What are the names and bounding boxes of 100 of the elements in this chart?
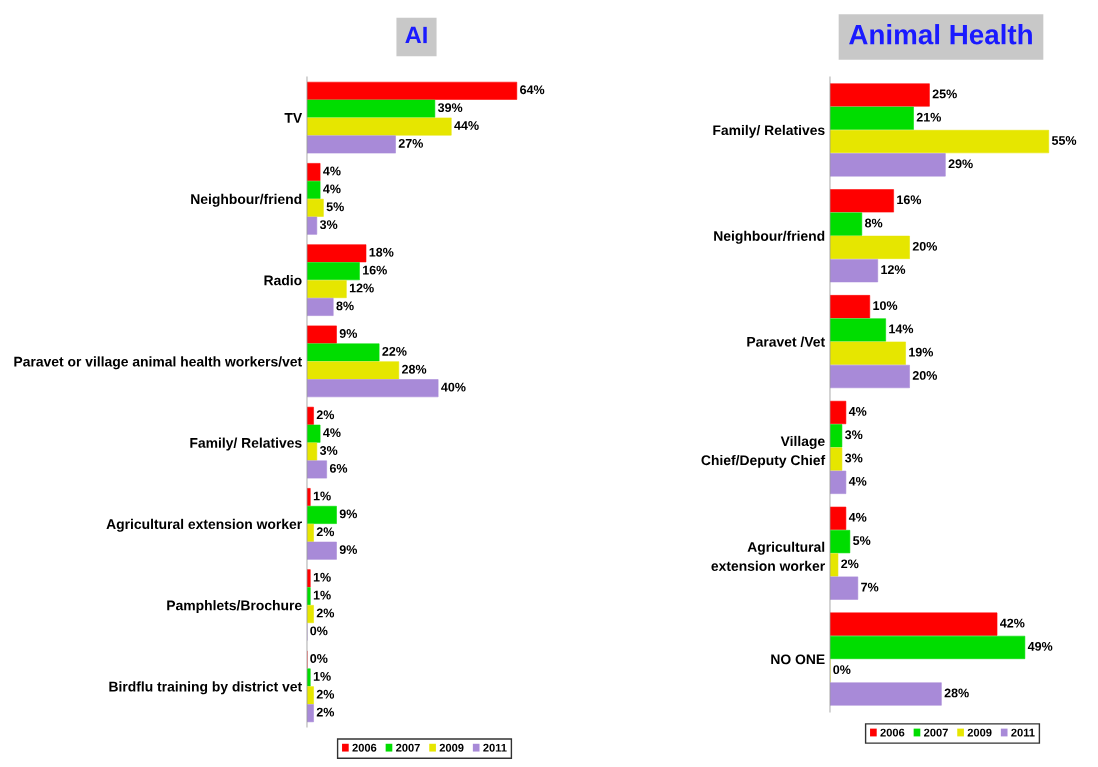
legend-label: 2009 bbox=[967, 728, 992, 737]
data-label: 4% bbox=[323, 184, 341, 194]
data-label: 4% bbox=[848, 512, 867, 522]
bar bbox=[830, 189, 894, 213]
data-label: 9% bbox=[339, 545, 358, 555]
legend-label: 2009 bbox=[439, 743, 464, 752]
bar bbox=[830, 635, 1026, 660]
bar bbox=[307, 424, 321, 443]
data-label: 20% bbox=[912, 241, 938, 251]
data-label: 19% bbox=[909, 347, 934, 357]
data-label: 5% bbox=[326, 202, 344, 212]
data-label: 2% bbox=[841, 559, 859, 569]
data-label: 16% bbox=[363, 265, 387, 275]
bar bbox=[307, 505, 337, 524]
bar bbox=[307, 343, 380, 362]
bar bbox=[307, 460, 327, 479]
data-label: 8% bbox=[864, 218, 883, 228]
bar bbox=[830, 506, 847, 530]
data-label: 55% bbox=[1051, 136, 1077, 145]
legend-label: 2007 bbox=[924, 728, 948, 737]
data-label: 28% bbox=[402, 364, 427, 374]
bar bbox=[830, 364, 910, 389]
bar bbox=[307, 379, 439, 398]
y-tick-label: Neighbour/friend bbox=[714, 230, 825, 244]
bar bbox=[830, 530, 851, 554]
data-label: 25% bbox=[932, 89, 957, 99]
legend-label: 2011 bbox=[1011, 728, 1035, 737]
chart-title: AI bbox=[405, 26, 427, 44]
bar bbox=[307, 297, 334, 316]
bar bbox=[307, 244, 367, 263]
data-label: 2% bbox=[316, 527, 335, 537]
bar bbox=[830, 553, 839, 577]
y-tick-label: Agricultural extension worker bbox=[711, 541, 825, 571]
bar bbox=[307, 216, 318, 235]
y-tick-label: TV bbox=[284, 113, 303, 123]
data-label: 12% bbox=[349, 283, 374, 293]
data-label: 9% bbox=[339, 509, 358, 519]
data-label: 14% bbox=[889, 324, 914, 334]
data-label: 9% bbox=[339, 329, 358, 338]
data-label: 3% bbox=[845, 453, 863, 463]
data-label: 49% bbox=[1027, 641, 1053, 651]
data-label: 16% bbox=[897, 195, 922, 205]
bar bbox=[307, 442, 318, 461]
y-tick-label: Pamphlets/Brochure bbox=[167, 600, 302, 614]
data-label: 27% bbox=[398, 138, 423, 148]
y-tick-label: Neighbour/friend bbox=[191, 193, 302, 207]
data-label: 7% bbox=[861, 582, 879, 592]
y-tick-label: Radio bbox=[264, 275, 302, 286]
data-label: 5% bbox=[853, 536, 871, 545]
bar bbox=[830, 612, 998, 636]
data-label: 0% bbox=[310, 626, 328, 636]
bar bbox=[830, 212, 863, 236]
bar bbox=[830, 400, 847, 425]
bar bbox=[830, 341, 906, 365]
data-label: 2% bbox=[316, 608, 335, 618]
bar bbox=[830, 470, 847, 494]
bar bbox=[307, 163, 321, 182]
bar bbox=[307, 325, 337, 344]
data-label: 3% bbox=[319, 220, 338, 230]
data-label: 42% bbox=[1000, 618, 1025, 628]
y-tick-label: Family/ Relatives bbox=[713, 124, 825, 138]
bar bbox=[830, 83, 930, 107]
bar bbox=[307, 117, 452, 136]
data-label: 64% bbox=[520, 85, 545, 95]
legend-label: 2006 bbox=[880, 728, 905, 737]
bar bbox=[830, 106, 914, 130]
chart-title: Animal Health bbox=[849, 24, 1032, 45]
data-label: 10% bbox=[873, 301, 898, 311]
y-tick-label: Paravet or village animal health workers/vet bbox=[14, 356, 302, 370]
bar bbox=[830, 295, 871, 319]
data-label: 1% bbox=[313, 572, 331, 582]
bar bbox=[830, 447, 843, 471]
data-label: 4% bbox=[848, 407, 867, 416]
bar bbox=[307, 541, 337, 560]
data-label: 44% bbox=[454, 121, 479, 130]
data-label: 1% bbox=[313, 671, 331, 681]
bar bbox=[830, 576, 859, 600]
data-label: 6% bbox=[329, 463, 348, 473]
data-label: 4% bbox=[323, 166, 341, 176]
data-label: 21% bbox=[916, 112, 941, 122]
data-label: 22% bbox=[382, 346, 407, 356]
bar bbox=[830, 153, 946, 177]
bar bbox=[830, 318, 886, 342]
legend-label: 2006 bbox=[352, 743, 377, 752]
y-tick-label: Village Chief/Deputy Chief bbox=[701, 435, 826, 468]
bar bbox=[830, 129, 1050, 154]
data-label: 2% bbox=[316, 689, 335, 699]
bar bbox=[830, 682, 942, 706]
data-label: 0% bbox=[310, 654, 328, 663]
bar bbox=[307, 361, 400, 380]
data-label: 29% bbox=[948, 159, 973, 169]
data-label: 3% bbox=[845, 430, 863, 440]
data-label: 4% bbox=[848, 476, 867, 486]
legend-label: 2011 bbox=[483, 743, 507, 752]
data-label: 28% bbox=[944, 688, 969, 698]
data-label: 18% bbox=[369, 247, 394, 257]
y-tick-label: Family/ Relatives bbox=[190, 437, 302, 451]
bar bbox=[830, 259, 879, 283]
bar bbox=[307, 198, 324, 217]
y-tick-label: Agricultural extension worker bbox=[106, 518, 302, 532]
